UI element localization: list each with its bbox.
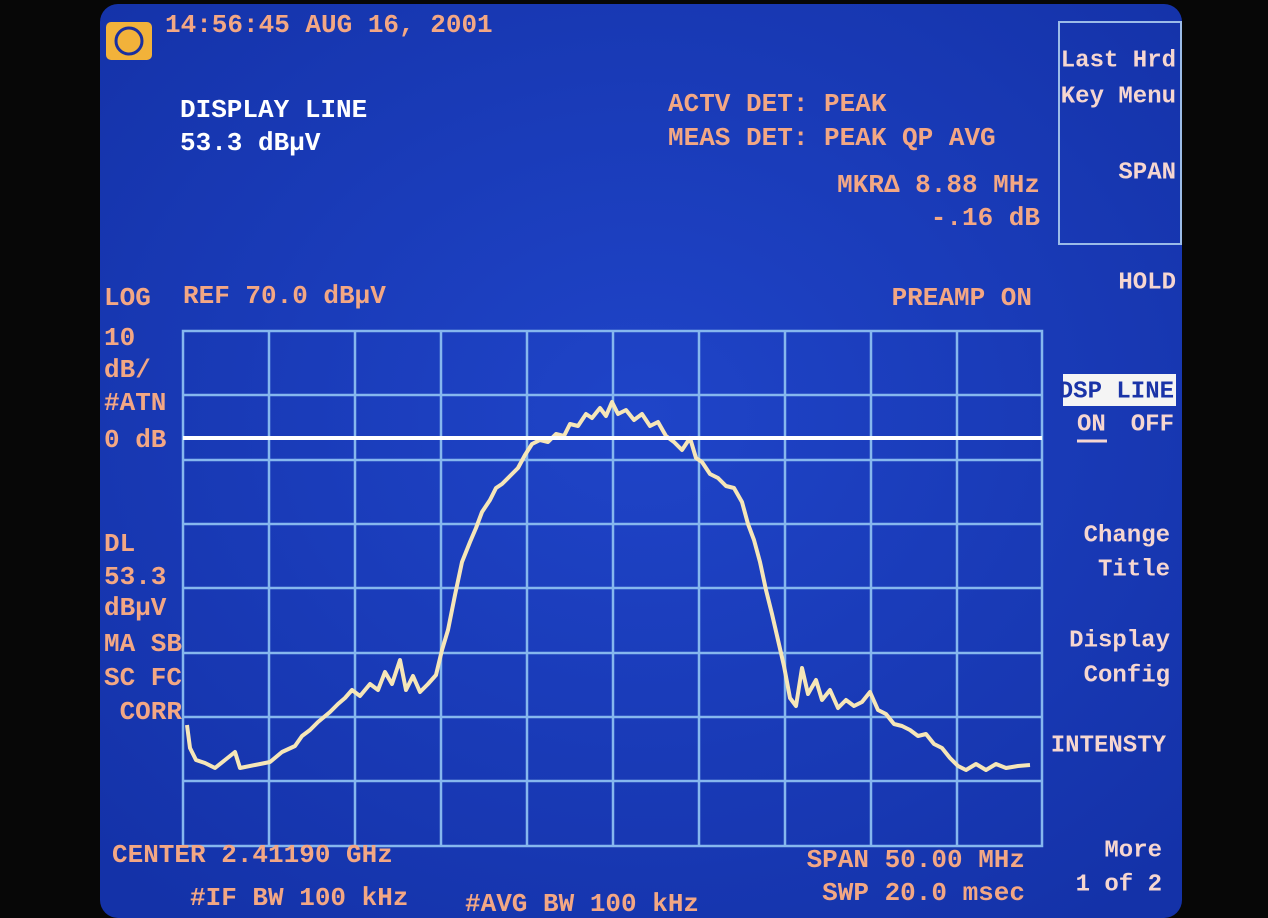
- preamp: PREAMP ON: [892, 283, 1032, 313]
- flags: MA SB: [104, 629, 182, 659]
- active-detector: ACTV DET: PEAK: [668, 89, 887, 119]
- attenuation: #ATN: [104, 388, 166, 418]
- softkey[interactable]: Title: [1098, 556, 1170, 583]
- softkey[interactable]: HOLD: [1118, 269, 1176, 296]
- marker: MKR∆ 8.88 MHz: [837, 170, 1040, 200]
- softkey-option[interactable]: ON: [1077, 411, 1106, 438]
- softkey-option[interactable]: OFF: [1131, 411, 1174, 438]
- flags: SC FC: [104, 663, 182, 693]
- softkey[interactable]: 1 of 2: [1076, 871, 1162, 898]
- softkey[interactable]: SPAN: [1118, 159, 1176, 186]
- marker-delta: -.16 dB: [931, 203, 1041, 233]
- softkey[interactable]: More: [1104, 837, 1162, 864]
- scale-div-unit: dB/: [104, 355, 151, 385]
- softkey[interactable]: Change: [1084, 522, 1170, 549]
- reference-level: REF 70.0 dBµV: [183, 281, 386, 311]
- dl-value: 53.3: [104, 562, 166, 592]
- corr: CORR: [120, 697, 183, 727]
- display-line-value: 53.3 dBµV: [180, 128, 321, 158]
- display-line-title: DISPLAY LINE: [180, 95, 367, 125]
- softkey[interactable]: Last Hrd: [1061, 47, 1176, 74]
- dl-unit: dBµV: [104, 593, 167, 623]
- analyzer-screen: 14:56:45 AUG 16, 2001 DISPLAY LINE 53.3 …: [0, 0, 1268, 918]
- avg-bandwidth: #AVG BW 100 kHz: [465, 889, 699, 918]
- sweep-time: SWP 20.0 msec: [822, 878, 1025, 908]
- span: SPAN 50.00 MHz: [807, 845, 1025, 875]
- page: {"header": {"timestamp": "14:56:45 AUG 1…: [0, 0, 1268, 918]
- attenuation-value: 0 dB: [104, 425, 167, 455]
- dl-label: DL: [104, 529, 135, 559]
- center-frequency: CENTER 2.41190 GHz: [112, 840, 393, 870]
- if-bandwidth: #IF BW 100 kHz: [190, 883, 408, 913]
- softkey[interactable]: Config: [1084, 662, 1170, 689]
- timestamp: 14:56:45 AUG 16, 2001: [165, 10, 493, 40]
- scale-log: LOG: [104, 283, 151, 313]
- softkey[interactable]: Key Menu: [1061, 83, 1176, 110]
- measure-detector: MEAS DET: PEAK QP AVG: [668, 123, 996, 153]
- softkey[interactable]: Display: [1069, 627, 1170, 654]
- softkey[interactable]: INTENSTY: [1051, 732, 1167, 759]
- scale-div: 10: [104, 323, 135, 353]
- softkey[interactable]: DSP LINE: [1059, 378, 1174, 405]
